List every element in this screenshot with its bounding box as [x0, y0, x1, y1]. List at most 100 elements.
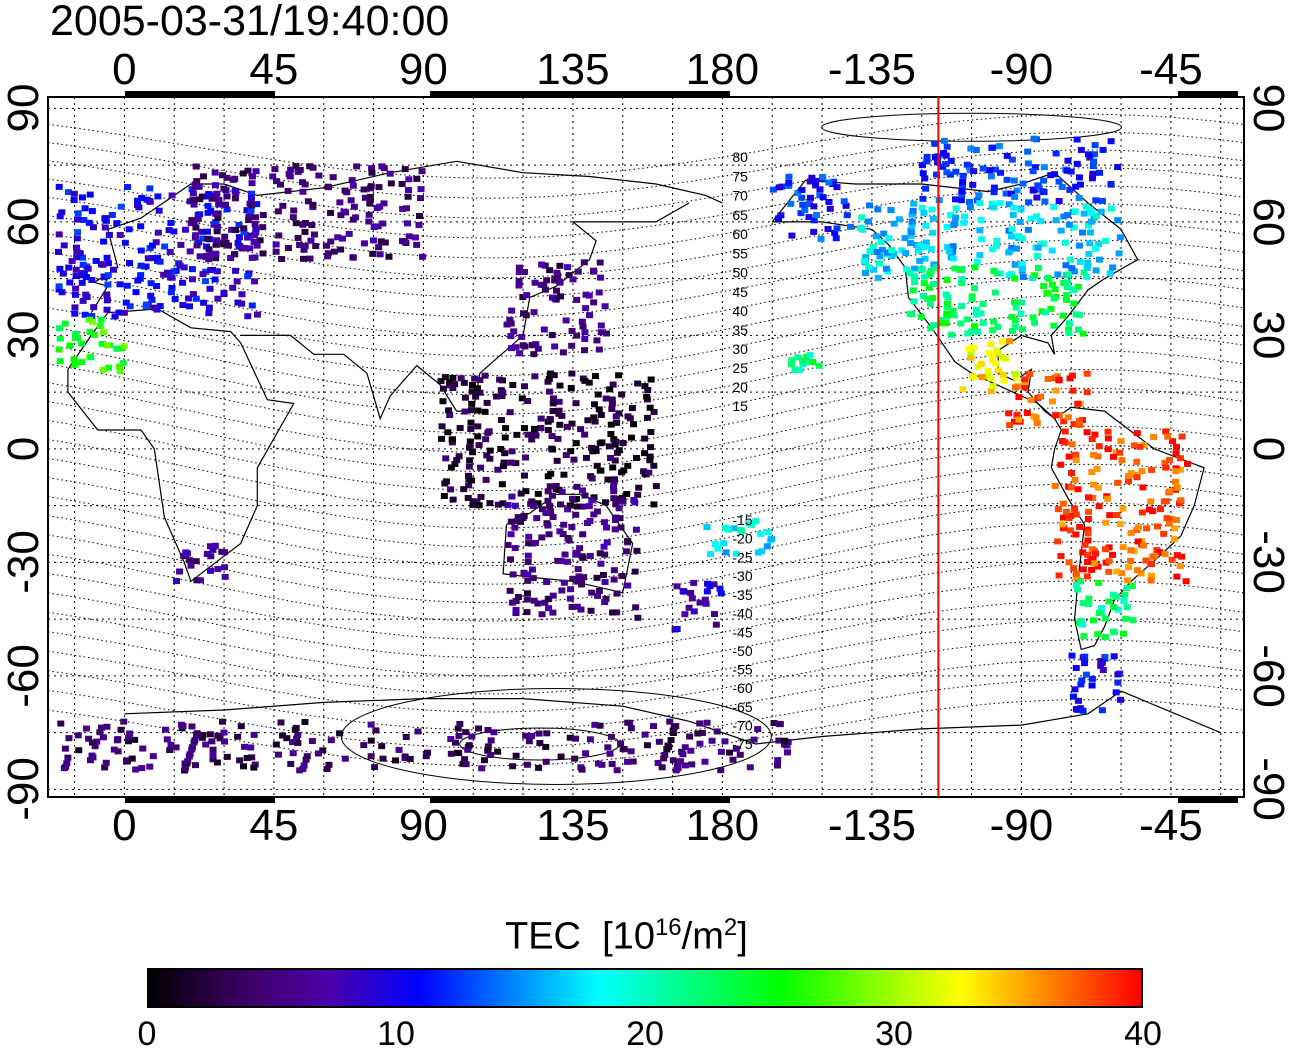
- tec-pixel: [951, 265, 959, 272]
- tec-pixel: [91, 743, 99, 750]
- tec-pixel: [959, 172, 967, 179]
- tec-pixel: [610, 576, 618, 583]
- tec-pixel: [1003, 152, 1011, 159]
- tec-pixel: [866, 202, 874, 209]
- tec-pixel: [113, 220, 121, 227]
- tec-pixel: [309, 201, 317, 208]
- tec-pixel: [105, 364, 113, 371]
- tec-pixel: [186, 751, 194, 758]
- tec-pixel: [641, 470, 649, 477]
- tec-pixel: [1068, 470, 1076, 477]
- tec-pixel: [794, 354, 802, 361]
- tec-pixel: [1172, 468, 1180, 475]
- tec-pixel: [568, 328, 576, 335]
- tec-pixel: [278, 256, 286, 263]
- tec-pixel: [549, 592, 557, 599]
- tec-pixel: [580, 574, 588, 581]
- tec-pixel: [645, 469, 653, 476]
- tec-pixel: [294, 739, 302, 746]
- tec-pixel: [90, 304, 98, 311]
- tec-pixel: [544, 497, 552, 504]
- tec-pixel: [243, 207, 251, 214]
- right-lat-tick: -30: [1244, 530, 1292, 595]
- tec-pixel: [958, 188, 966, 195]
- tec-pixel: [494, 466, 502, 473]
- tec-pixel: [541, 286, 549, 293]
- tec-pixel: [144, 255, 152, 262]
- tec-pixel: [188, 744, 196, 751]
- tec-pixel: [1084, 516, 1092, 523]
- tec-pixel: [116, 231, 124, 238]
- tec-pixel: [514, 593, 522, 600]
- tec-pixel: [61, 320, 69, 327]
- tec-pixel: [520, 310, 528, 317]
- tec-pixel: [299, 255, 307, 262]
- tec-pixel: [717, 748, 725, 755]
- tec-pixel: [1097, 662, 1105, 669]
- tec-pixel: [573, 296, 581, 303]
- tec-pixel: [537, 415, 545, 422]
- tec-pixel: [244, 234, 252, 241]
- tec-pixel: [990, 184, 998, 191]
- tec-pixel: [601, 599, 609, 606]
- tec-pixel: [546, 267, 554, 274]
- tec-pixel: [525, 540, 533, 547]
- tec-pixel: [523, 292, 531, 299]
- tec-pixel: [238, 291, 246, 298]
- tec-pixel: [349, 182, 357, 189]
- tec-pixel: [612, 495, 620, 502]
- tec-pixel: [1042, 309, 1050, 316]
- tec-pixel: [1008, 244, 1016, 251]
- tec-pixel: [1052, 150, 1060, 157]
- tec-pixel: [456, 720, 464, 727]
- tec-pixel: [213, 228, 221, 235]
- tec-pixel: [1055, 178, 1063, 185]
- tec-pixel: [1080, 269, 1088, 276]
- tec-pixel: [681, 762, 689, 769]
- tec-pixel: [1138, 468, 1146, 475]
- tec-pixel: [633, 547, 641, 554]
- tec-pixel: [131, 736, 139, 743]
- tec-pixel: [156, 303, 164, 310]
- tec-pixel: [588, 475, 596, 482]
- tec-pixel: [529, 342, 537, 349]
- north-pole-contour: [821, 112, 1123, 142]
- tec-pixel: [799, 201, 807, 208]
- tec-pixel: [591, 373, 599, 380]
- right-lat-tick: -90: [1244, 757, 1292, 822]
- tec-pixel: [775, 184, 783, 191]
- tec-pixel: [608, 405, 616, 412]
- tec-pixel: [634, 380, 642, 387]
- tec-pixel: [1102, 237, 1110, 244]
- tec-pixel: [446, 412, 454, 419]
- tec-pixel: [666, 718, 674, 725]
- tec-pixel: [618, 573, 626, 580]
- tec-pixel: [1156, 549, 1164, 556]
- tec-pixel: [696, 740, 704, 747]
- tec-pixel: [646, 453, 654, 460]
- tec-pixel: [223, 193, 231, 200]
- tec-pixel: [702, 600, 710, 607]
- tec-pixel: [88, 313, 96, 320]
- tec-pixel: [919, 170, 927, 177]
- tec-pixel: [974, 328, 982, 335]
- tec-pixel: [1176, 562, 1184, 569]
- bottom-lon-tick: -45: [1139, 801, 1203, 850]
- tec-pixel: [809, 358, 817, 365]
- tec-pixel: [247, 207, 255, 214]
- tec-pixel: [245, 213, 253, 220]
- tec-pixel: [787, 200, 795, 207]
- tec-pixel: [377, 238, 385, 245]
- mag-contour: [47, 580, 1245, 659]
- tec-pixel: [196, 577, 204, 584]
- tec-pixel: [609, 609, 617, 616]
- tec-pixel: [633, 454, 641, 461]
- tec-pixel: [866, 248, 874, 255]
- tec-pixel: [1060, 524, 1068, 531]
- tec-pixel: [1008, 156, 1016, 163]
- tec-pixel: [232, 189, 240, 196]
- tec-pixel: [199, 173, 207, 180]
- tec-pixel: [208, 738, 216, 745]
- tec-pixel: [240, 763, 248, 770]
- tec-pixel: [248, 302, 256, 309]
